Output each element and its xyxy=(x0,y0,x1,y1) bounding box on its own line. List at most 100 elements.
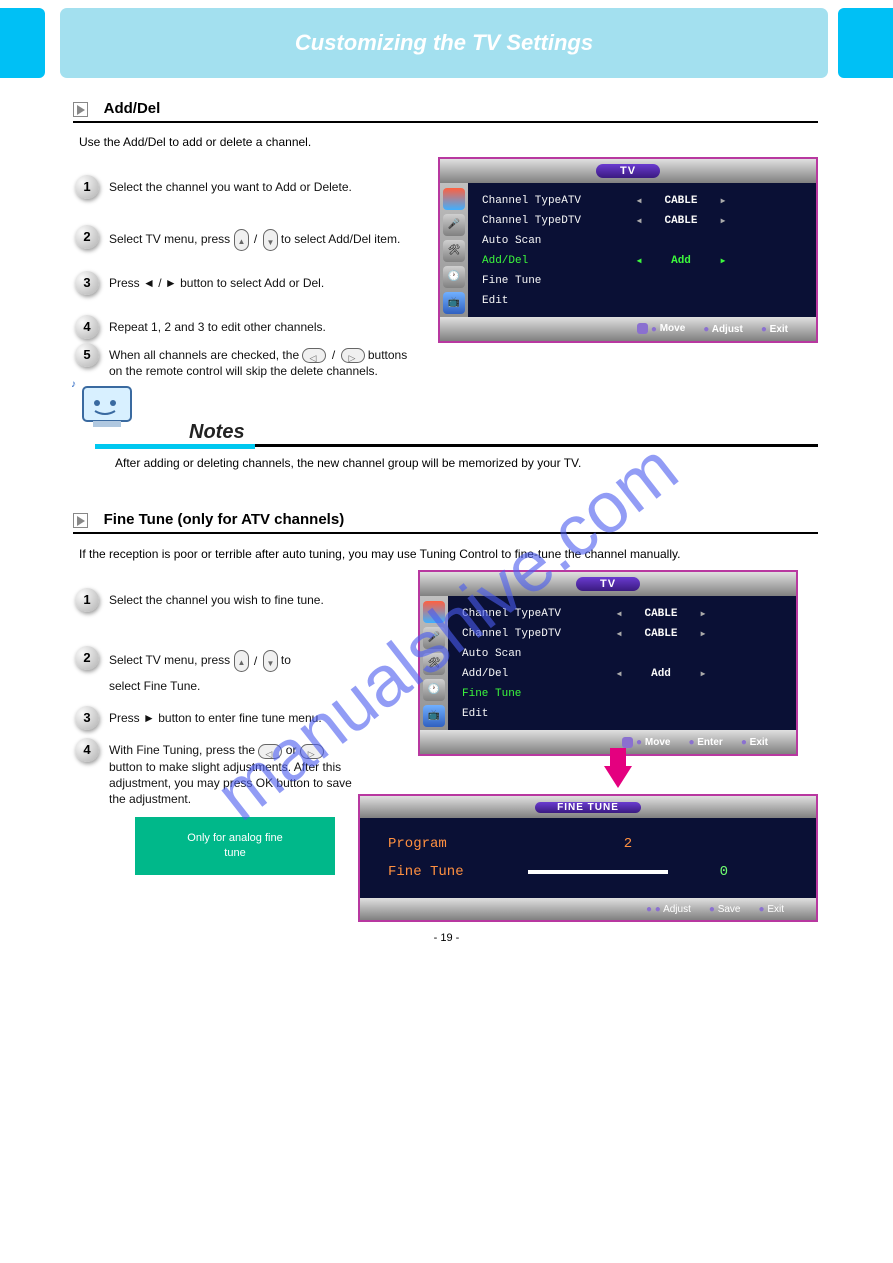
step-number: 2 xyxy=(75,646,99,670)
osd-menu-row[interactable]: Fine Tune xyxy=(462,684,782,704)
step-number: 3 xyxy=(75,271,99,295)
osd-audio-icon: 🎤 xyxy=(443,214,465,236)
osd-arrow-left-icon[interactable]: ◀ xyxy=(612,609,626,619)
osd-row-label: Fine Tune xyxy=(462,688,612,700)
osd-fine-tune: FINE TUNE Program 2 Fine Tune 0 Adjust xyxy=(358,794,818,922)
osd-icon-strip: 🎤 🛠 🕐 📺 xyxy=(440,183,468,317)
osd-arrow-right-icon[interactable]: ▶ xyxy=(696,669,710,679)
osd-ft-title: FINE TUNE xyxy=(535,802,641,813)
osd-arrow-left-icon[interactable]: ◀ xyxy=(632,216,646,226)
section-intro: Use the Add/Del to add or delete a chann… xyxy=(75,135,818,149)
osd-arrow-right-icon[interactable]: ▶ xyxy=(696,609,710,619)
ft-adjust-hint: Adjust xyxy=(646,904,691,915)
osd-title: TV xyxy=(576,577,640,591)
osd-row-label: Fine Tune xyxy=(482,275,632,287)
play-bullet-icon xyxy=(73,513,88,528)
osd-row-label: Channel TypeDTV xyxy=(482,215,632,227)
ft-fine-label: Fine Tune xyxy=(388,864,528,880)
osd-row-label: Auto Scan xyxy=(482,235,632,247)
osd-picture-icon xyxy=(443,188,465,210)
osd-menu-row[interactable]: Add/Del◀Add▶ xyxy=(482,251,802,271)
page-number: - 19 - xyxy=(0,922,893,954)
osd-row-value: Add xyxy=(626,668,696,680)
header-accent-right xyxy=(838,8,893,78)
osd-row-value: CABLE xyxy=(626,628,696,640)
green-note-box: Only for analog fine tune xyxy=(135,817,335,875)
osd-menu-row[interactable]: Edit xyxy=(482,291,802,311)
section-heading: Add/Del xyxy=(104,100,161,117)
osd-move-hint: Move xyxy=(637,323,685,334)
osd-arrow-right-icon[interactable]: ▶ xyxy=(696,629,710,639)
osd-exit-hint: Exit xyxy=(741,737,768,748)
step-row: 1 Select the channel you want to Add or … xyxy=(75,175,420,199)
osd-setup-icon: 🛠 xyxy=(423,653,445,675)
osd-row-label: Add/Del xyxy=(462,668,612,680)
osd-menu-row[interactable]: Channel TypeATV◀CABLE▶ xyxy=(462,604,782,624)
osd-time-icon: 🕐 xyxy=(443,266,465,288)
step-text: select Fine Tune. xyxy=(109,674,352,694)
step-number: 4 xyxy=(75,738,99,762)
step-text: With Fine Tuning, press the or button to… xyxy=(109,738,352,806)
header-title: Customizing the TV Settings xyxy=(60,8,828,78)
step-text: Press ► button to enter fine tune menu. xyxy=(109,706,352,726)
osd-arrow-left-icon[interactable]: ◀ xyxy=(612,629,626,639)
step-row: 3 Press ► button to enter fine tune menu… xyxy=(75,706,352,730)
step-row: 2 Select TV menu, press / to select Add/… xyxy=(75,225,420,251)
osd-row-label: Channel TypeATV xyxy=(462,608,612,620)
osd-menu-row[interactable]: Channel TypeATV◀CABLE▶ xyxy=(482,191,802,211)
notes-label: Notes xyxy=(95,421,818,447)
svg-text:♪: ♪ xyxy=(71,379,76,390)
osd-row-label: Edit xyxy=(482,295,632,307)
osd-exit-hint: Exit xyxy=(761,324,788,335)
section-fine-tune: Fine Tune (only for ATV channels) If the… xyxy=(0,511,893,922)
osd-menu-row[interactable]: Auto Scan xyxy=(462,644,782,664)
section-add-del: Add/Del Use the Add/Del to add or delete… xyxy=(0,100,893,471)
osd-menu-row[interactable]: Fine Tune xyxy=(482,271,802,291)
osd-adjust-hint: Adjust xyxy=(703,324,743,335)
left-button-icon xyxy=(258,744,282,759)
osd-time-icon: 🕐 xyxy=(423,679,445,701)
osd-picture-icon xyxy=(423,601,445,623)
step-text: Select TV menu, press / to xyxy=(109,646,352,672)
step-text: Select the channel you wish to fine tune… xyxy=(109,588,352,608)
osd-footer: Move Enter Exit xyxy=(420,730,796,754)
step-row: 3 Press ◄ / ► button to select Add or De… xyxy=(75,271,420,295)
osd-row-label: Channel TypeATV xyxy=(482,195,632,207)
step-number: 1 xyxy=(75,175,99,199)
osd-menu-row[interactable]: Edit xyxy=(462,704,782,724)
osd-menu-row[interactable]: Channel TypeDTV◀CABLE▶ xyxy=(462,624,782,644)
osd-menu-row[interactable]: Add/Del◀Add▶ xyxy=(462,664,782,684)
ft-save-hint: Save xyxy=(709,904,741,915)
ft-slider[interactable] xyxy=(528,870,668,874)
osd-enter-hint: Enter xyxy=(688,737,722,748)
osd-arrow-right-icon[interactable]: ▶ xyxy=(716,216,730,226)
osd-audio-icon: 🎤 xyxy=(423,627,445,649)
ft-program-value: 2 xyxy=(528,836,728,852)
step-row: 1 Select the channel you wish to fine tu… xyxy=(75,588,352,612)
step-number: 2 xyxy=(75,225,99,249)
ft-exit-hint: Exit xyxy=(759,904,785,915)
step-row: 4 Repeat 1, 2 and 3 to edit other channe… xyxy=(75,315,420,339)
osd-arrow-right-icon[interactable]: ▶ xyxy=(716,256,730,266)
step-number: 3 xyxy=(75,706,99,730)
arrow-down-icon xyxy=(604,766,632,788)
osd-arrow-left-icon[interactable]: ◀ xyxy=(632,196,646,206)
osd-ft-footer: Adjust Save Exit xyxy=(360,898,816,920)
osd-arrow-left-icon[interactable]: ◀ xyxy=(632,256,646,266)
step-number: 4 xyxy=(75,315,99,339)
page-header: Customizing the TV Settings xyxy=(0,0,893,78)
ft-fine-value: 0 xyxy=(668,864,728,880)
osd-tv-icon: 📺 xyxy=(423,705,445,727)
osd-menu-row[interactable]: Auto Scan xyxy=(482,231,802,251)
osd-row-label: Edit xyxy=(462,708,612,720)
osd-menu-row[interactable]: Channel TypeDTV◀CABLE▶ xyxy=(482,211,802,231)
step-row: select Fine Tune. xyxy=(75,674,352,694)
notes-block: ♪ Notes After adding or deleting channel… xyxy=(95,421,818,471)
up-button-icon xyxy=(234,229,249,251)
step-text: Repeat 1, 2 and 3 to edit other channels… xyxy=(109,315,420,335)
step-text: When all channels are checked, the / but… xyxy=(109,343,420,379)
osd-arrow-left-icon[interactable]: ◀ xyxy=(612,669,626,679)
osd-tv-icon: 📺 xyxy=(443,292,465,314)
osd-arrow-right-icon[interactable]: ▶ xyxy=(716,196,730,206)
osd-footer: Move Adjust Exit xyxy=(440,317,816,341)
